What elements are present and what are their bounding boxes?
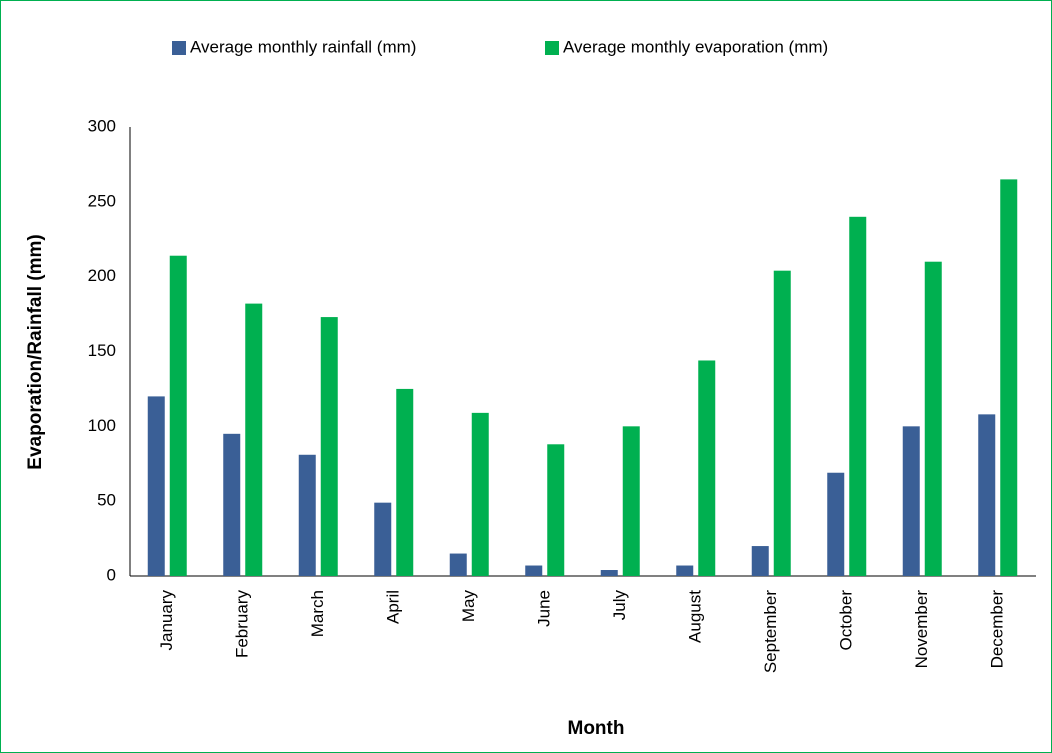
bar bbox=[320, 317, 338, 576]
legend-swatch bbox=[545, 41, 559, 55]
x-tick-label: January bbox=[157, 590, 176, 651]
x-tick-label: August bbox=[686, 590, 705, 643]
bar bbox=[600, 570, 618, 576]
bar bbox=[169, 255, 187, 577]
bar bbox=[978, 414, 996, 576]
x-tick-label: April bbox=[384, 590, 403, 624]
bar bbox=[751, 546, 769, 576]
bar bbox=[396, 388, 414, 576]
bar bbox=[773, 270, 791, 576]
bar bbox=[245, 303, 263, 576]
x-tick-label: July bbox=[610, 590, 629, 621]
bar bbox=[622, 426, 640, 576]
y-tick-label: 300 bbox=[88, 116, 116, 135]
bar bbox=[298, 454, 316, 576]
y-tick-label: 150 bbox=[88, 341, 116, 360]
bar bbox=[525, 565, 543, 576]
x-tick-label: September bbox=[761, 590, 780, 673]
x-tick-label: February bbox=[233, 590, 252, 659]
bar bbox=[374, 502, 392, 576]
legend-swatch bbox=[172, 41, 186, 55]
y-tick-label: 250 bbox=[88, 191, 116, 210]
x-tick-label: June bbox=[535, 590, 554, 627]
x-tick-label: May bbox=[459, 590, 478, 623]
x-tick-label: December bbox=[988, 590, 1007, 669]
bar bbox=[147, 396, 165, 576]
bar bbox=[1000, 179, 1018, 576]
y-tick-label: 100 bbox=[88, 416, 116, 435]
x-tick-label: March bbox=[308, 590, 327, 637]
y-tick-label: 200 bbox=[88, 266, 116, 285]
bar bbox=[698, 360, 716, 576]
bar bbox=[849, 216, 867, 577]
x-tick-label: October bbox=[837, 590, 856, 651]
bar bbox=[449, 553, 467, 576]
bar bbox=[827, 472, 845, 576]
bar bbox=[902, 426, 920, 576]
x-tick-label: November bbox=[912, 590, 931, 669]
y-tick-label: 0 bbox=[107, 565, 116, 584]
legend-label: Average monthly rainfall (mm) bbox=[190, 37, 416, 56]
x-axis-title: Month bbox=[568, 718, 625, 739]
legend-label: Average monthly evaporation (mm) bbox=[563, 37, 828, 56]
y-tick-label: 50 bbox=[97, 491, 116, 510]
bar bbox=[676, 565, 694, 576]
bar bbox=[547, 444, 565, 576]
bar bbox=[471, 412, 489, 576]
y-axis-title: Evaporation/Rainfall (mm) bbox=[25, 234, 46, 469]
bar bbox=[223, 433, 241, 576]
bar bbox=[924, 261, 942, 576]
